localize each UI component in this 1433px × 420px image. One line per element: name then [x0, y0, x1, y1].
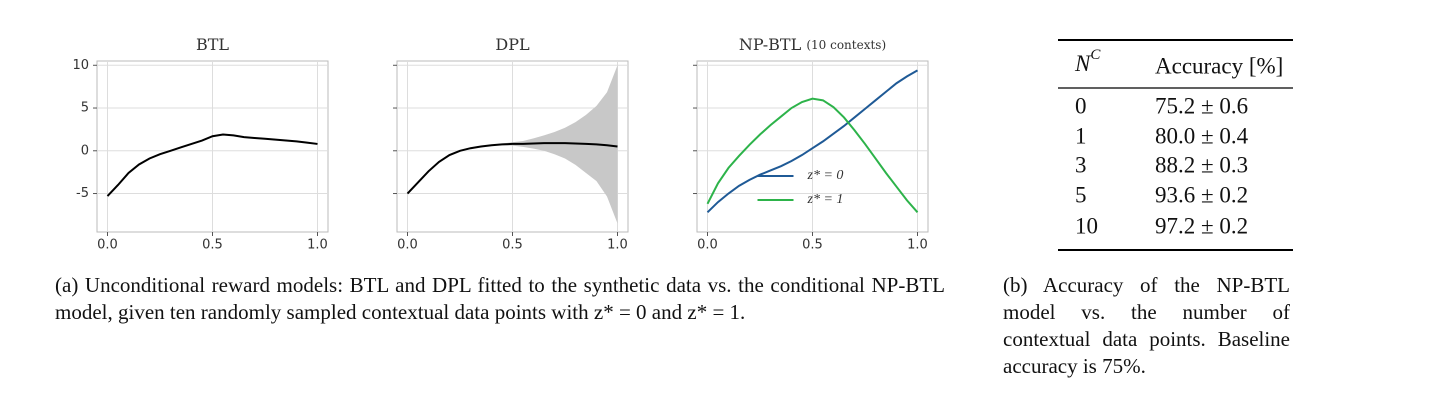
x-tick-label: 1.0	[307, 238, 328, 253]
legend-label: z* = 0	[807, 168, 844, 183]
y-tick-label: 10	[72, 58, 89, 73]
table-cell: 1	[1075, 123, 1087, 148]
table-cell: 0	[1075, 93, 1087, 118]
table-cell: 80.0 ± 0.4	[1155, 123, 1249, 148]
x-tick-label: 0.0	[697, 238, 718, 253]
line	[406, 142, 618, 195]
caption-b: (b) Accuracy of the NP-BTL model vs. the…	[1003, 273, 1290, 378]
table-cell: 10	[1075, 213, 1098, 238]
table-cell: 88.2 ± 0.3	[1155, 152, 1248, 177]
table-cell: 93.6 ± 0.2	[1155, 182, 1248, 207]
line	[706, 97, 919, 213]
table-cell: 3	[1075, 152, 1087, 177]
caption-a: (a) Unconditional reward models: BTL and…	[55, 273, 945, 324]
y-tick-label: 5	[81, 101, 89, 116]
chart-title: NP-BTL (10 contexts)	[739, 35, 886, 54]
x-tick-label: 1.0	[907, 238, 928, 253]
title-text: BTL	[196, 35, 229, 54]
line	[706, 69, 918, 214]
table-header: Accuracy [%]	[1155, 53, 1283, 78]
x-tick-label: 0.0	[397, 238, 418, 253]
table-cell: 75.2 ± 0.6	[1155, 93, 1248, 118]
y-tick-label: -5	[76, 186, 89, 201]
table-cell: 5	[1075, 182, 1087, 207]
header-base: N	[1074, 51, 1092, 76]
title-text: NP-BTL	[739, 35, 802, 54]
header-sup: C	[1090, 47, 1101, 63]
line	[106, 133, 318, 197]
legend-label: z* = 1	[807, 192, 844, 207]
x-tick-label: 0.5	[802, 238, 823, 253]
x-tick-label: 0.0	[97, 238, 118, 253]
table-cell: 97.2 ± 0.2	[1155, 213, 1248, 238]
table-header: NC	[1074, 47, 1101, 76]
x-tick-label: 0.5	[202, 238, 223, 253]
chart-subtitle: (10 contexts)	[806, 38, 886, 52]
chart-title: DPL	[495, 35, 530, 54]
x-tick-label: 0.5	[502, 238, 523, 253]
chart-title: BTL	[196, 35, 229, 54]
y-tick-label: 0	[81, 143, 89, 158]
title-text: DPL	[495, 35, 530, 54]
x-tick-label: 1.0	[607, 238, 628, 253]
